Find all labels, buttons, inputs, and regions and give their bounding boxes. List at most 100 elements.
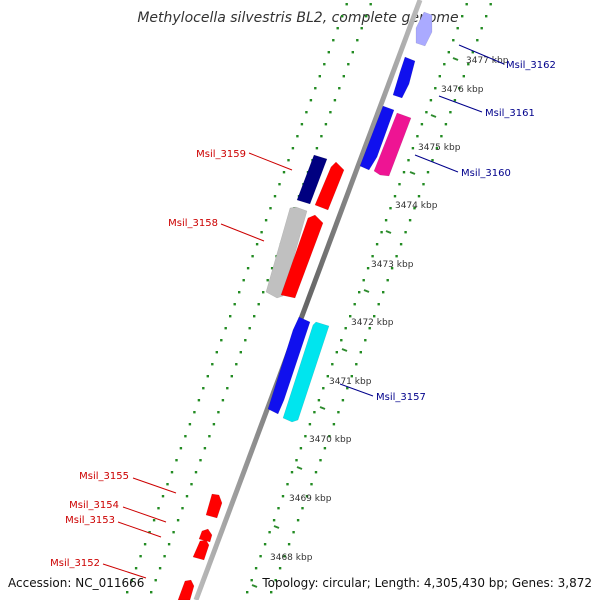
leader-msil-3162: [458, 44, 505, 65]
guide-dot: [282, 171, 286, 174]
gene-box-msil-3160-blue[interactable]: [359, 105, 395, 171]
guide-dot: [175, 459, 178, 462]
guide-dot: [255, 243, 259, 246]
guide-dot: [190, 483, 193, 486]
guide-dot: [458, 87, 461, 90]
guide-dot: [375, 243, 379, 246]
genome-backbone: [193, 0, 423, 600]
guide-dot: [369, 3, 372, 6]
tick-mark: [273, 525, 280, 529]
guide-dot: [226, 387, 229, 390]
guide-dot: [230, 375, 233, 378]
guide-dot: [161, 495, 165, 498]
guide-dot: [422, 183, 425, 186]
gene-label-msil-3159[interactable]: Msil_3159: [196, 149, 246, 160]
guide-dot: [130, 579, 133, 582]
gene-box-msil-3161[interactable]: [392, 56, 416, 99]
guide-dot: [345, 3, 348, 6]
guide-dot: [398, 183, 401, 186]
guide-dot: [399, 243, 403, 246]
guide-dot: [224, 327, 227, 330]
guide-dot: [278, 567, 282, 570]
gene-label-msil-3157[interactable]: Msil_3157: [376, 392, 426, 403]
guide-dot: [438, 75, 441, 78]
guide-dot: [465, 3, 468, 6]
gene-label-msil-3152[interactable]: Msil_3152: [50, 558, 100, 569]
guide-dot: [152, 519, 156, 522]
guide-dot: [301, 507, 304, 510]
leader-msil-3154: [122, 506, 167, 523]
tick-label: 3474 kbp: [395, 201, 438, 211]
gene-box-msil-3162[interactable]: [415, 11, 433, 47]
guide-dot: [337, 411, 340, 414]
guide-dot: [356, 39, 359, 42]
guide-dot: [242, 279, 245, 282]
guide-dot: [485, 15, 488, 18]
gene-box-msil-3154[interactable]: [198, 528, 213, 543]
gene-box-msil-3153[interactable]: [192, 539, 210, 561]
guide-dot: [257, 303, 260, 306]
guide-dot: [139, 555, 142, 558]
guide-dot: [184, 435, 187, 438]
gene-label-msil-3155[interactable]: Msil_3155: [79, 471, 129, 482]
guide-dot: [244, 339, 247, 342]
guide-dot: [443, 63, 446, 66]
guide-dot: [347, 63, 350, 66]
guide-dot: [212, 423, 216, 426]
guide-dot: [480, 27, 483, 30]
gene-features: [177, 11, 433, 600]
guide-dot: [264, 219, 268, 222]
gene-box-msil-3152[interactable]: [177, 579, 195, 600]
tick-mark: [409, 171, 416, 175]
guide-dot: [404, 231, 407, 234]
gene-label-msil-3162[interactable]: Msil_3162: [506, 60, 556, 71]
gene-label-msil-3158[interactable]: Msil_3158: [168, 218, 218, 229]
guide-dot: [449, 111, 452, 114]
guide-dot: [319, 459, 322, 462]
tick-label: 3472 kbp: [351, 318, 394, 328]
guide-dot: [250, 579, 253, 582]
guide-dot: [270, 267, 274, 270]
guide-dot: [362, 279, 365, 282]
tick-mark: [341, 348, 348, 352]
gene-box-msil-3160[interactable]: [373, 112, 412, 177]
gene-box-msil-3155[interactable]: [205, 493, 223, 519]
gene-box-msil-3159[interactable]: [296, 154, 328, 205]
gene-label-msil-3160[interactable]: Msil_3160: [461, 168, 511, 179]
guide-dot: [262, 291, 265, 294]
gene-label-msil-3154[interactable]: Msil_3154: [69, 500, 119, 511]
guide-dot: [292, 531, 295, 534]
gene-box-msil-3159-red[interactable]: [314, 161, 345, 211]
gene-label-msil-3153[interactable]: Msil_3153: [65, 515, 115, 526]
gene-box-msil-3158[interactable]: [265, 206, 308, 299]
guide-dot: [229, 315, 232, 318]
guide-dot: [305, 495, 309, 498]
guide-dot: [221, 399, 225, 402]
guide-dot: [411, 147, 415, 150]
guide-dot: [263, 543, 267, 546]
guide-dot: [389, 207, 392, 210]
guide-dot: [315, 147, 319, 150]
guide-dot: [268, 531, 271, 534]
guide-dot: [295, 459, 298, 462]
guide-dot: [322, 387, 325, 390]
guide-dot: [320, 135, 323, 138]
guide-dot: [329, 111, 332, 114]
gene-box-msil-3157[interactable]: [282, 321, 330, 423]
gene-box-msil-3158-red[interactable]: [280, 214, 324, 299]
guide-dot: [425, 111, 428, 114]
gene-label-msil-3161[interactable]: Msil_3161: [485, 108, 535, 119]
guide-dot: [246, 591, 249, 594]
leader-msil-3152: [102, 563, 147, 579]
guide-dot: [296, 519, 300, 522]
guide-dot: [407, 159, 410, 162]
guide-dot: [471, 51, 474, 54]
guide-dot: [188, 423, 192, 426]
gene-box-msil-3157-blue[interactable]: [267, 316, 311, 415]
guide-dot: [371, 255, 374, 258]
guide-dot: [167, 543, 171, 546]
guide-dot: [360, 27, 363, 30]
guide-dot: [429, 99, 433, 102]
guide-dot: [413, 207, 416, 210]
guide-dot: [328, 435, 331, 438]
